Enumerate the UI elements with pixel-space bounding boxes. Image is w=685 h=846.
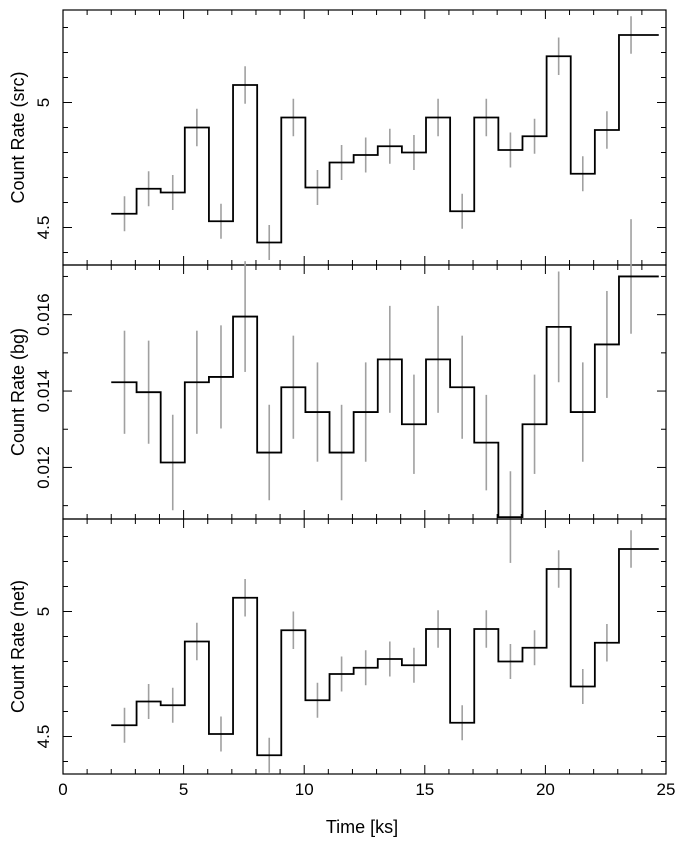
light-curve-step-src (111, 34, 659, 244)
light-curve-step-net (111, 548, 659, 757)
y-tick-label: 4.5 (34, 216, 53, 240)
x-tick-label: 5 (179, 780, 188, 799)
panel-net: 4.5 5 Count Rate (net) (8, 518, 667, 775)
y-axis-label: Count Rate (bg) (8, 328, 28, 456)
y-axis-label: Count Rate (net) (8, 580, 28, 713)
x-tick-label: 20 (536, 780, 555, 799)
y-tick-label: 5 (34, 607, 53, 616)
y-tick-label: 0.012 (34, 446, 53, 489)
y-tick-label: 5 (34, 98, 53, 107)
x-axis-label: Time [ks] (326, 817, 398, 837)
y-tick-label: 4.5 (34, 725, 53, 749)
panel-src: 4.5 5 Count Rate (src) (8, 9, 667, 266)
light-curve-step-bg (111, 275, 659, 518)
panel-bg: 0.012 0.014 0.016 Count Rate (bg) (8, 219, 667, 563)
plot-frame (62, 518, 667, 775)
plot-frame (62, 9, 667, 266)
y-tick-label: 0.014 (34, 370, 53, 413)
x-tick-label: 0 (58, 780, 67, 799)
y-axis-label: Count Rate (src) (8, 71, 28, 203)
y-tick-label: 0.016 (34, 293, 53, 336)
x-tick-label: 25 (657, 780, 676, 799)
x-tick-label: 15 (415, 780, 434, 799)
x-tick-label: 10 (295, 780, 314, 799)
